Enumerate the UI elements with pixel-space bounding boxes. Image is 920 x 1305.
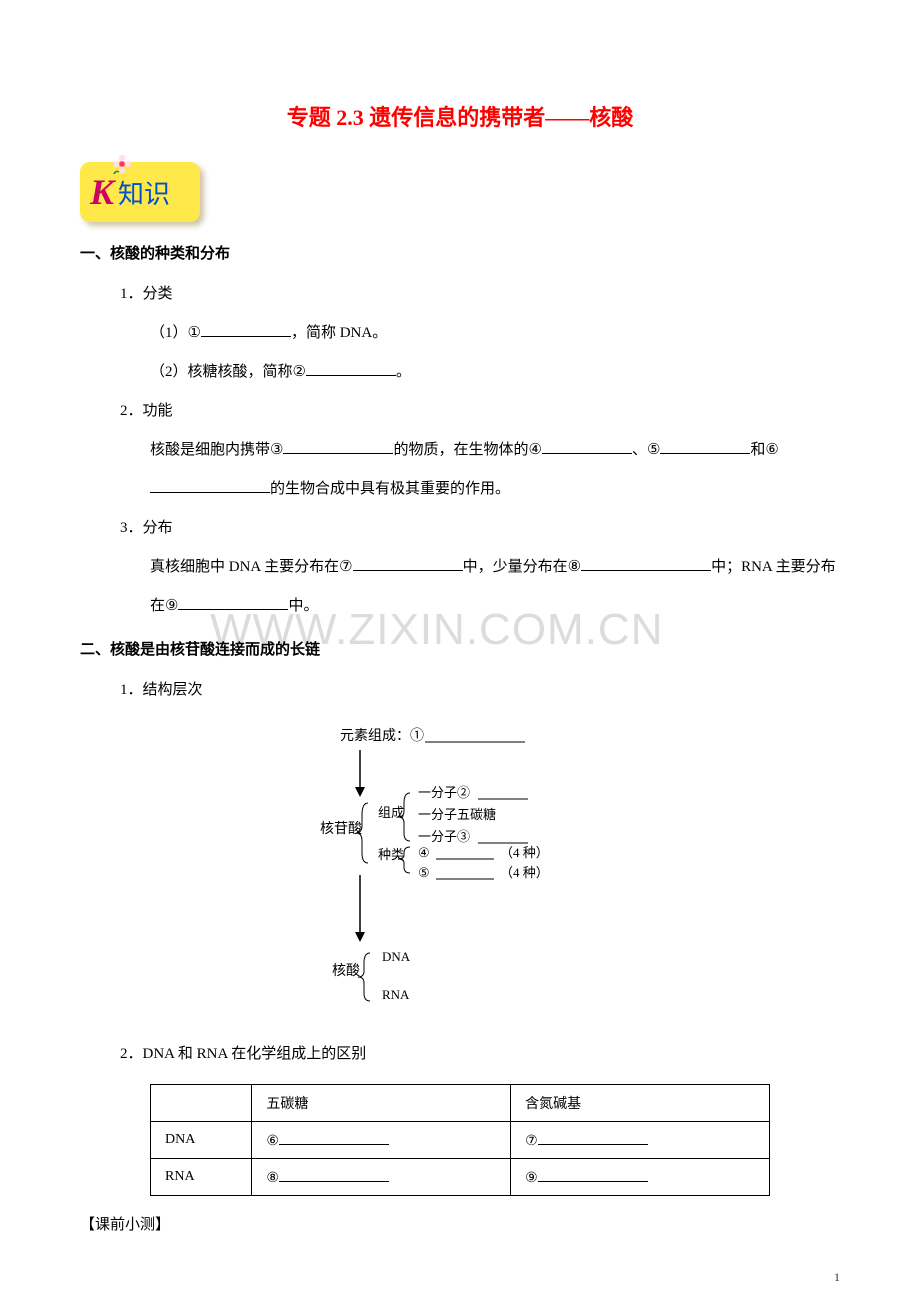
blank-5	[660, 439, 750, 454]
cell-dna-base: ⑦	[511, 1122, 770, 1159]
section-2-head: 二、核酸是由核苷酸连接而成的长链	[80, 638, 840, 659]
item-1-3: 3．分布	[120, 509, 840, 548]
svg-text:④: ④	[418, 845, 430, 860]
cell-rna: RNA	[151, 1159, 252, 1196]
comparison-table: 五碳糖 含氮碱基 DNA ⑥ ⑦ RNA ⑧ ⑨	[150, 1084, 770, 1196]
blank-6	[150, 478, 270, 493]
blank-8	[581, 556, 711, 571]
item-2-2: 2．DNA 和 RNA 在化学组成上的区别	[120, 1035, 840, 1074]
flower-icon	[110, 152, 134, 176]
svg-text:一分子②: 一分子②	[418, 785, 470, 800]
item-1-2-line-a: 核酸是细胞内携带③的物质，在生物体的④、⑤和⑥	[150, 431, 840, 470]
svg-text:DNA: DNA	[382, 949, 411, 964]
badge-text: 知识	[118, 174, 170, 211]
svg-text:一分子③: 一分子③	[418, 829, 470, 844]
table-row: DNA ⑥ ⑦	[151, 1122, 770, 1159]
table-row: RNA ⑧ ⑨	[151, 1159, 770, 1196]
svg-text:核酸: 核酸	[332, 963, 360, 979]
item-1-1: 1．分类	[120, 275, 840, 314]
structure-diagram: 元素组成：① 核苷酸 组成 一分子② 一分子五碳糖 一分子③ 种类 ④	[290, 725, 630, 1020]
blank-3	[283, 439, 393, 454]
cell-h1	[151, 1085, 252, 1122]
cell-h3: 含氮碱基	[511, 1085, 770, 1122]
section-1-head: 一、核酸的种类和分布	[80, 242, 840, 263]
item-1-1-1: （1）①，简称 DNA。	[150, 314, 840, 353]
blank-1	[201, 322, 291, 337]
cell-rna-sugar: ⑧	[252, 1159, 511, 1196]
item-1-2-line-b: 的生物合成中具有极其重要的作用。	[150, 470, 840, 509]
badge-letter: K	[90, 171, 114, 213]
svg-text:（4 种）: （4 种）	[500, 845, 549, 860]
blank-4	[542, 439, 632, 454]
d-top: 元素组成：①	[340, 728, 424, 744]
blank-7	[353, 556, 463, 571]
svg-text:种类: 种类	[378, 847, 404, 862]
item-1-2: 2．功能	[120, 392, 840, 431]
cell-dna-sugar: ⑥	[252, 1122, 511, 1159]
item-1-3-line-b: 在⑨中。	[150, 587, 840, 626]
blank-9	[178, 595, 288, 610]
cell-dna: DNA	[151, 1122, 252, 1159]
item-2-1: 1．结构层次	[120, 671, 840, 710]
blank-2	[306, 361, 396, 376]
svg-text:一分子五碳糖: 一分子五碳糖	[418, 807, 496, 822]
item-1-1-2: （2）核糖核酸，简称②。	[150, 353, 840, 392]
cell-h2: 五碳糖	[252, 1085, 511, 1122]
page-title: 专题 2.3 遗传信息的携带者——核酸	[80, 100, 840, 132]
item-1-3-line-a: 真核细胞中 DNA 主要分布在⑦中，少量分布在⑧中；RNA 主要分布	[150, 548, 840, 587]
svg-text:（4 种）: （4 种）	[500, 865, 549, 880]
svg-text:核苷酸: 核苷酸	[320, 821, 362, 837]
svg-text:⑤: ⑤	[418, 865, 430, 880]
cell-rna-base: ⑨	[511, 1159, 770, 1196]
pretest-head: 【课前小测】	[80, 1206, 840, 1245]
page-number: 1	[834, 1270, 840, 1285]
knowledge-badge: K 知识	[80, 162, 200, 222]
table-row: 五碳糖 含氮碱基	[151, 1085, 770, 1122]
svg-text:RNA: RNA	[382, 987, 410, 1002]
